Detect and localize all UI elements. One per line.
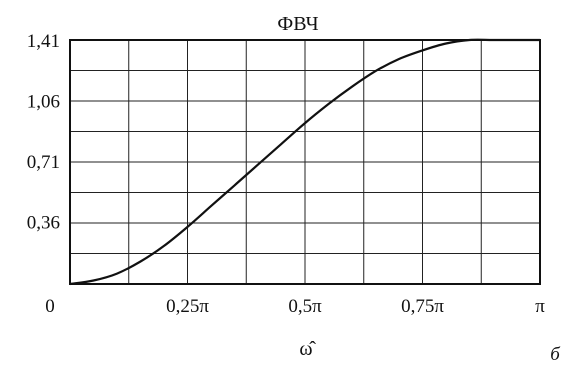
y-tick-label: 1,41 bbox=[27, 31, 60, 52]
grid bbox=[70, 40, 540, 284]
y-tick-labels: 0,36 0,71 1,06 1,41 bbox=[27, 31, 60, 234]
plot-frame bbox=[69, 39, 541, 285]
y-tick-label: 0,71 bbox=[27, 152, 60, 173]
x-tick-label: 0,75π bbox=[401, 296, 444, 317]
chart-title: ФВЧ bbox=[277, 13, 318, 35]
x-tick-labels: 0 0,25π 0,5π 0,75π π bbox=[45, 296, 545, 317]
x-tick-label: 0,25π bbox=[166, 296, 209, 317]
series-line bbox=[69, 38, 540, 286]
x-tick-label: 0,5π bbox=[288, 296, 322, 317]
x-tick-label: 0 bbox=[45, 296, 55, 317]
x-tick-label: π bbox=[535, 296, 545, 317]
panel-label: б bbox=[550, 344, 561, 365]
y-tick-label: 1,06 bbox=[27, 92, 60, 113]
x-axis-label: ω̂ bbox=[299, 338, 316, 360]
y-tick-label: 0,36 bbox=[27, 213, 60, 234]
